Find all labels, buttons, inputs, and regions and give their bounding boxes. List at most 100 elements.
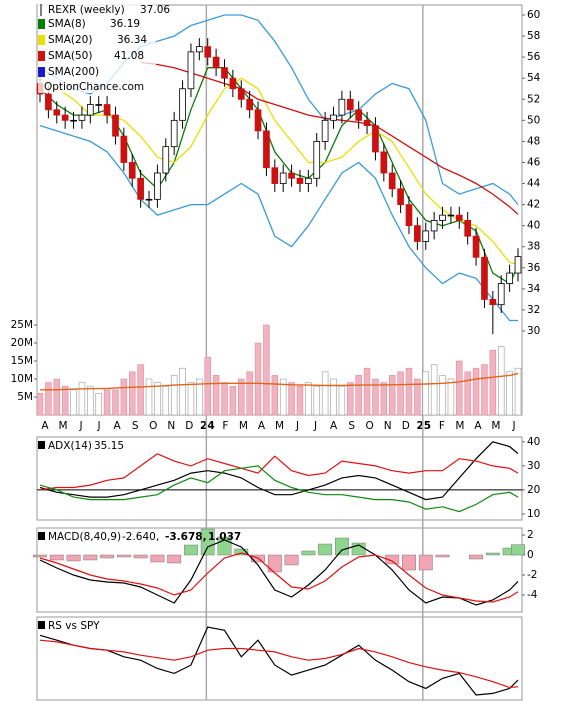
legend-value: 36.34 <box>117 34 147 46</box>
histogram-bar <box>133 554 148 559</box>
candle-body <box>195 46 203 53</box>
histogram-bar <box>301 550 316 556</box>
candle-body <box>414 225 421 242</box>
panel-frame <box>36 4 523 416</box>
x-tick-label: M <box>491 420 500 432</box>
watermark: OptionChance.com <box>44 81 144 93</box>
volume-bar <box>271 375 279 416</box>
volume-bar <box>481 364 488 416</box>
volume-bar <box>78 382 86 416</box>
volume-bar <box>112 389 119 416</box>
candle-body <box>271 167 279 184</box>
label-swatch <box>38 621 45 629</box>
candle-body <box>288 172 295 179</box>
candle-body <box>514 256 522 274</box>
y-tick-label: 42 <box>527 199 540 211</box>
volume-bar <box>380 382 388 416</box>
legend-value: 36.19 <box>110 18 140 30</box>
volume-bar <box>305 382 312 416</box>
candle-body <box>187 51 195 90</box>
x-tick-label: A <box>114 420 122 432</box>
x-tick-label: A <box>41 420 49 432</box>
volume-bar <box>179 367 186 416</box>
candle-body <box>179 88 186 121</box>
volume-bar <box>388 375 396 416</box>
volume-bar <box>120 378 128 416</box>
volume-bar <box>45 382 52 416</box>
histogram-bar <box>385 554 400 565</box>
y-tick-label: 52 <box>527 93 540 105</box>
y-tick-label: 46 <box>527 156 541 168</box>
volume-bar <box>405 367 413 416</box>
macd-value: -2.640, <box>122 531 159 543</box>
histogram-bar <box>418 554 433 571</box>
candle-body <box>279 172 287 184</box>
candle-body <box>237 88 245 100</box>
candle-body <box>380 151 388 174</box>
panel-title: RS vs SPY <box>48 620 100 632</box>
volume-bar <box>221 382 228 416</box>
x-tick-label: A <box>330 420 338 432</box>
x-tick-label: J <box>511 420 515 432</box>
candle-body <box>78 114 86 121</box>
y-tick-label: 48 <box>527 135 540 147</box>
volume-bar <box>347 382 354 416</box>
volume-bar <box>103 389 111 416</box>
legend-backdrop <box>38 3 156 93</box>
label-swatch <box>38 532 45 540</box>
volume-bar <box>330 378 337 416</box>
histogram-bar <box>150 554 165 563</box>
y-tick-label: 36 <box>527 262 541 274</box>
candle-body <box>145 198 153 201</box>
candle-body <box>61 114 69 121</box>
candle-body <box>455 214 463 221</box>
sma-line <box>39 77 519 265</box>
volume-bar <box>430 364 438 416</box>
candle-body <box>254 109 262 132</box>
x-tick-label: 24 <box>200 420 215 432</box>
x-tick-label: J <box>313 420 317 432</box>
candle-body <box>388 172 396 190</box>
y-tick-label: 50 <box>527 114 540 126</box>
candle-body <box>439 214 446 221</box>
volume-bar <box>229 385 237 416</box>
candle-body <box>472 235 480 258</box>
y-tick-label: 38 <box>527 241 540 253</box>
volume-bar <box>514 367 522 416</box>
volume-bar <box>263 324 270 416</box>
candle-body <box>229 77 237 90</box>
panel-title: MACD(8,40,9) <box>48 531 121 543</box>
x-tick-label: F <box>222 420 228 432</box>
histogram-bar <box>184 544 198 556</box>
legend-label: SMA(200) <box>48 66 99 78</box>
volume-tick-label: 15M <box>11 355 33 367</box>
x-tick-label: J <box>97 420 101 432</box>
volume-bar <box>87 385 94 416</box>
candle-body <box>489 298 497 306</box>
legend-swatch <box>38 51 45 61</box>
legend-label: SMA(20) <box>48 34 92 46</box>
histogram-bar <box>511 544 525 556</box>
y-tick-label: 44 <box>527 178 541 190</box>
x-tick-label: D <box>185 420 193 432</box>
volume-bar <box>414 378 421 416</box>
y-tick-label: 56 <box>527 51 541 63</box>
candle-body <box>296 177 304 184</box>
x-tick-label: F <box>439 420 445 432</box>
y-tick-label: 30 <box>527 325 540 337</box>
x-tick-label: D <box>402 420 410 432</box>
x-tick-label: M <box>239 420 248 432</box>
volume-bar <box>162 385 170 416</box>
volume-bar <box>422 371 429 416</box>
volume-bar <box>137 364 144 416</box>
volume-bar <box>254 342 262 416</box>
volume-tick-label: 10M <box>11 373 33 385</box>
volume-bar <box>472 367 480 416</box>
volume-bar <box>279 378 287 416</box>
candle-body <box>86 104 94 116</box>
candle-body <box>497 283 505 306</box>
volume-bar <box>129 371 136 416</box>
volume-bar <box>70 389 77 416</box>
candle-body <box>45 93 52 111</box>
candle-body <box>204 46 212 58</box>
